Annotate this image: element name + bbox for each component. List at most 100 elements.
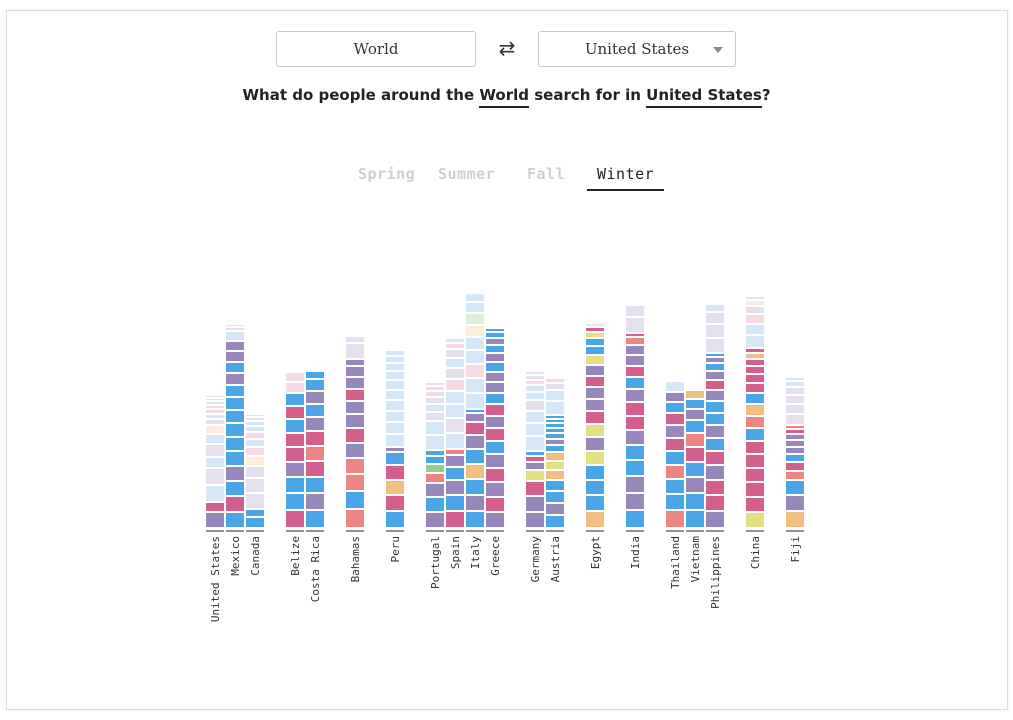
bar-segment[interactable]	[686, 421, 704, 432]
bar-segment[interactable]	[426, 474, 444, 482]
bar-segment[interactable]	[626, 431, 644, 444]
bar-segment[interactable]	[686, 478, 704, 492]
bar-segment[interactable]	[746, 349, 764, 352]
swap-arrows-icon[interactable]: ⇄	[498, 36, 516, 60]
to-region-select[interactable]: United States	[538, 31, 736, 67]
bar-stack[interactable]	[546, 379, 564, 527]
bar-segment[interactable]	[386, 512, 404, 527]
bar-segment[interactable]	[346, 390, 364, 400]
bar-segment[interactable]	[666, 403, 684, 412]
bar-segment[interactable]	[786, 463, 804, 470]
bar-segment[interactable]	[346, 402, 364, 413]
bar-segment[interactable]	[746, 375, 764, 382]
bar-segment[interactable]	[486, 394, 504, 403]
bar-segment[interactable]	[546, 429, 564, 432]
bar-segment[interactable]	[586, 339, 604, 345]
bar-segment[interactable]	[746, 297, 764, 299]
bar-stack[interactable]	[386, 351, 404, 527]
bar-segment[interactable]	[526, 412, 544, 422]
bar-segment[interactable]	[686, 448, 704, 461]
x-tick-label[interactable]: Greece	[489, 536, 502, 576]
bar-segment[interactable]	[446, 434, 464, 448]
bar-segment[interactable]	[206, 513, 224, 527]
bar-segment[interactable]	[226, 398, 244, 409]
bar-segment[interactable]	[246, 479, 264, 492]
bar-segment[interactable]	[546, 481, 564, 490]
bar-segment[interactable]	[486, 329, 504, 331]
x-tick-label[interactable]: Mexico	[229, 536, 242, 576]
bar-segment[interactable]	[226, 352, 244, 361]
bar-segment[interactable]	[706, 414, 724, 424]
bar-segment[interactable]	[666, 511, 684, 527]
bar-segment[interactable]	[426, 451, 444, 455]
bar-segment[interactable]	[526, 381, 544, 384]
bar-segment[interactable]	[226, 411, 244, 422]
bar-segment[interactable]	[206, 435, 224, 443]
bar-segment[interactable]	[246, 422, 264, 425]
bar-stack[interactable]	[286, 373, 304, 527]
bar-segment[interactable]	[546, 440, 564, 444]
bar-segment[interactable]	[226, 467, 244, 480]
bar-segment[interactable]	[426, 457, 444, 463]
bar-segment[interactable]	[446, 380, 464, 390]
bar-segment[interactable]	[386, 364, 404, 370]
bar-segment[interactable]	[206, 469, 224, 484]
bar-segment[interactable]	[446, 359, 464, 367]
bar-segment[interactable]	[546, 504, 564, 514]
bar-segment[interactable]	[546, 402, 564, 414]
bar-segment[interactable]	[346, 344, 364, 358]
bar-segment[interactable]	[786, 435, 804, 439]
bar-segment[interactable]	[426, 383, 444, 385]
bar-segment[interactable]	[746, 498, 764, 511]
bar-segment[interactable]	[226, 497, 244, 511]
bar-segment[interactable]	[706, 426, 724, 437]
bar-segment[interactable]	[246, 494, 264, 508]
bar-segment[interactable]	[246, 457, 264, 465]
bar-segment[interactable]	[486, 346, 504, 352]
bar-segment[interactable]	[586, 388, 604, 398]
bar-segment[interactable]	[446, 392, 464, 403]
bar-segment[interactable]	[446, 419, 464, 432]
bar-segment[interactable]	[546, 384, 564, 389]
bar-segment[interactable]	[286, 494, 304, 509]
bar-segment[interactable]	[746, 405, 764, 415]
bar-segment[interactable]	[386, 357, 404, 362]
bar-segment[interactable]	[246, 467, 264, 477]
bar-segment[interactable]	[206, 445, 224, 456]
x-tick-label[interactable]: Costa Rica	[309, 536, 322, 602]
bar-segment[interactable]	[426, 392, 444, 396]
bar-segment[interactable]	[486, 339, 504, 344]
bar-segment[interactable]	[426, 398, 444, 403]
bar-segment[interactable]	[706, 496, 724, 510]
bar-segment[interactable]	[206, 486, 224, 501]
bar-segment[interactable]	[286, 434, 304, 446]
bar-segment[interactable]	[206, 406, 224, 408]
bar-segment[interactable]	[346, 459, 364, 473]
bar-segment[interactable]	[386, 381, 404, 389]
bar-segment[interactable]	[526, 401, 544, 410]
bar-segment[interactable]	[626, 378, 644, 388]
x-tick-label[interactable]: Fiji	[789, 536, 802, 563]
bar-segment[interactable]	[786, 441, 804, 446]
bar-segment[interactable]	[486, 442, 504, 453]
bar-segment[interactable]	[206, 420, 224, 424]
bar-stack[interactable]	[446, 339, 464, 527]
bar-segment[interactable]	[526, 452, 544, 455]
bar-stack[interactable]	[686, 391, 704, 527]
bar-segment[interactable]	[706, 402, 724, 412]
bar-segment[interactable]	[386, 496, 404, 510]
bar-segment[interactable]	[746, 455, 764, 467]
bar-segment[interactable]	[786, 405, 804, 413]
bar-stack[interactable]	[226, 325, 244, 527]
tab-summer[interactable]: Summer	[438, 165, 496, 183]
bar-segment[interactable]	[626, 477, 644, 492]
bar-stack[interactable]	[666, 382, 684, 527]
bar-segment[interactable]	[206, 503, 224, 511]
bar-segment[interactable]	[426, 387, 444, 390]
bar-segment[interactable]	[546, 420, 564, 422]
bar-segment[interactable]	[426, 498, 444, 511]
bar-segment[interactable]	[466, 394, 484, 408]
bar-segment[interactable]	[246, 433, 264, 438]
bar-segment[interactable]	[226, 386, 244, 396]
bar-segment[interactable]	[626, 356, 644, 365]
